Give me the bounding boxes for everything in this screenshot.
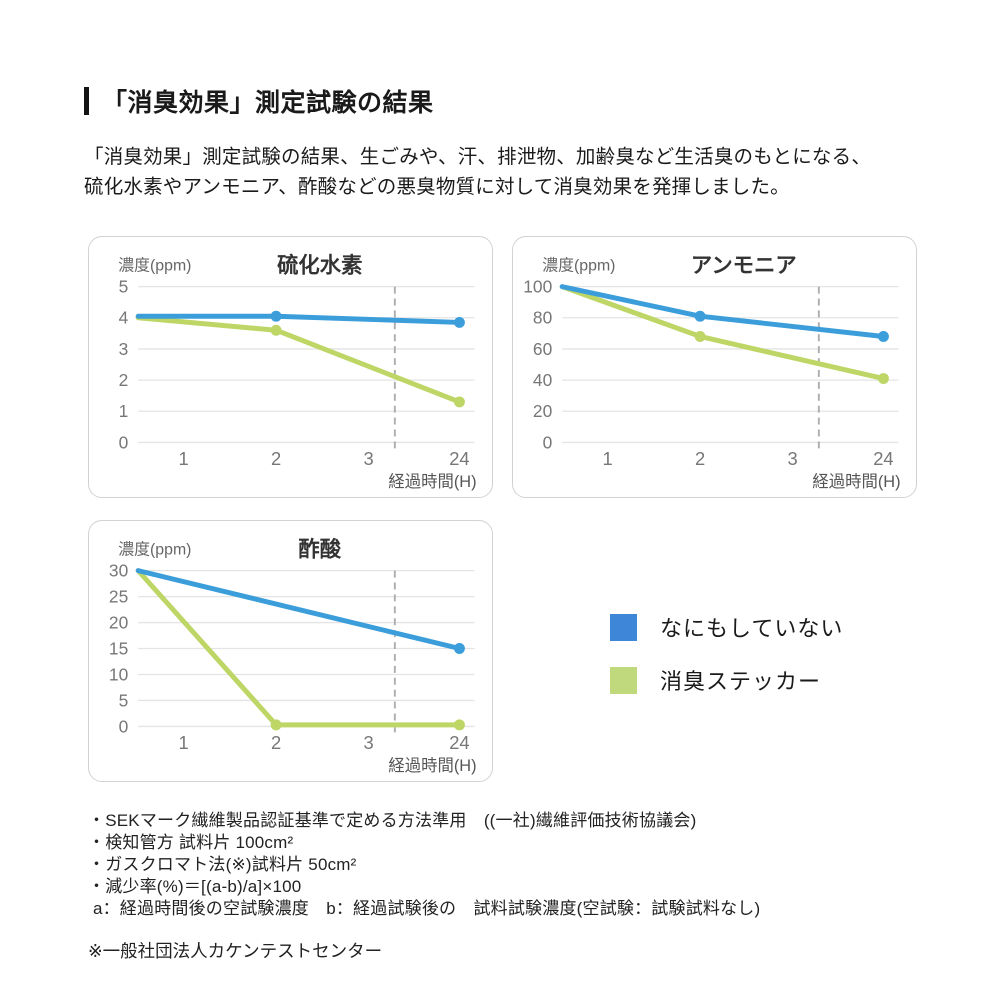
y-tick-label: 80 [533,308,552,328]
y-tick-label: 25 [109,587,128,607]
chart-card-acetic-acid: 0 5 10 15 20 25 30 1 2 3 24 経過時間(H) 濃度(ppm) 酢酸 [88,520,493,782]
y-tick-label: 4 [119,308,129,328]
page-title: 「消臭効果」測定試験の結果 [102,89,434,117]
chart-card-ammonia: 0 20 40 60 80 100 1 2 3 24 経過時間(H) 濃度(ppm) アンモニア [512,236,917,498]
chart-card-hydrogen-sulfide: 0 1 2 3 4 5 1 2 3 24 経過時間(H) 濃度(ppm) 硫化水素 [88,236,493,498]
y-tick-label: 0 [543,432,553,452]
y-tick-label: 5 [119,277,129,297]
x-axis-label: 経過時間(H) [812,473,900,491]
data-point-green [453,396,465,408]
legend: なにもしていない 消臭ステッカー [610,611,843,717]
series-line-blue [559,284,886,339]
series-line-blue [135,568,462,651]
data-point-blue [694,310,706,322]
data-point-blue [453,643,465,654]
y-tick-label: 10 [109,664,128,684]
data-point-green [694,331,706,342]
y-tick-label: 15 [109,638,128,658]
x-tick-label: 2 [695,448,705,469]
chart-title: アンモニア [691,254,797,278]
y-tick-label: 60 [533,339,552,359]
intro-paragraph: 「消臭効果」測定試験の結果、生ごみや、汗、排泄物、加齢臭など生活臭のもとになる、… [84,142,871,202]
chart-title: 硫化水素 [277,253,362,278]
y-tick-label: 3 [119,339,129,359]
x-tick-label: 1 [178,732,188,753]
legend-label-deodorant-sticker: 消臭ステッカー [660,669,822,694]
footnote-line-5: a：経過時間後の空試験濃度 b：経過試験後の 試料試験濃度(空試験：試験試料なし… [88,899,761,919]
legend-swatch-green [610,666,637,694]
y-axis-label: 濃度(ppm) [542,257,615,275]
legend-item-untreated: なにもしていない [610,611,843,643]
data-point-green [877,373,889,384]
y-tick-label: 1 [119,401,129,421]
y-tick-label: 0 [119,432,129,452]
series-line-green [135,568,462,728]
chart-svg-ammonia: 0 20 40 60 80 100 1 2 3 24 経過時間(H) 濃度(ppm) アンモニア [523,254,900,491]
x-tick-label: 3 [788,448,798,469]
legend-label-untreated: なにもしていない [660,616,844,641]
certification-note: ※一般社団法人カケンテストセンター [88,941,383,961]
x-tick-label: 2 [271,448,281,469]
data-point-green [270,719,282,731]
data-point-blue [877,331,889,342]
y-tick-label: 100 [523,277,552,297]
x-axis-label: 経過時間(H) [388,757,476,775]
footnotes: ・SEKマーク繊維製品認証基準で定める方法準用 ((一社)繊維評価技術協議会) … [88,810,760,920]
footnote-line-2: ・検知管方 試料片 100cm² [88,833,294,853]
data-point-blue [270,310,282,322]
y-tick-label: 20 [109,613,128,633]
y-axis-label: 濃度(ppm) [118,541,191,559]
y-tick-label: 2 [119,370,129,390]
chart-svg-hydrogen-sulfide: 0 1 2 3 4 5 1 2 3 24 経過時間(H) 濃度(ppm) 硫化水素 [118,253,476,491]
x-tick-label: 24 [449,732,469,753]
x-axis-label: 経過時間(H) [388,473,476,491]
chart-title: 酢酸 [298,538,341,562]
y-axis-label: 濃度(ppm) [118,257,191,275]
title-accent-bar [84,87,89,115]
footnote-line-1: ・SEKマーク繊維製品認証基準で定める方法準用 ((一社)繊維評価技術協議会) [88,811,697,830]
y-tick-label: 5 [119,690,129,710]
data-point-blue [453,316,465,328]
legend-swatch-blue [610,613,637,641]
x-tick-label: 3 [364,448,374,469]
x-tick-label: 1 [178,448,188,469]
footnote-line-4: ・減少率(%)＝[(a-b)/a]×100 [88,877,302,897]
y-tick-label: 30 [109,561,128,581]
data-point-green [453,719,465,731]
intro-line-2: 硫化水素やアンモニア、酢酸などの悪臭物質に対して消臭効果を発揮しました。 [84,176,790,199]
footnote-line-3: ・ガスクロマト法(※)試料片 50cm² [88,855,357,875]
legend-item-deodorant-sticker: 消臭ステッカー [610,664,843,696]
intro-line-1: 「消臭効果」測定試験の結果、生ごみや、汗、排泄物、加齢臭など生活臭のもとになる、 [84,146,872,168]
chart-svg-acetic-acid: 0 5 10 15 20 25 30 1 2 3 24 経過時間(H) 濃度(ppm) 酢酸 [109,538,477,775]
x-tick-label: 3 [364,732,374,753]
x-tick-label: 24 [449,448,469,469]
x-tick-label: 24 [873,448,893,469]
x-tick-label: 1 [602,448,612,469]
y-tick-label: 0 [119,716,129,736]
data-point-green [270,324,282,336]
y-tick-label: 40 [533,370,552,390]
y-tick-label: 20 [533,401,552,421]
page-title-row: 「消臭効果」測定試験の結果 [84,83,434,119]
series-line-green [135,315,462,405]
x-tick-label: 2 [271,732,281,753]
